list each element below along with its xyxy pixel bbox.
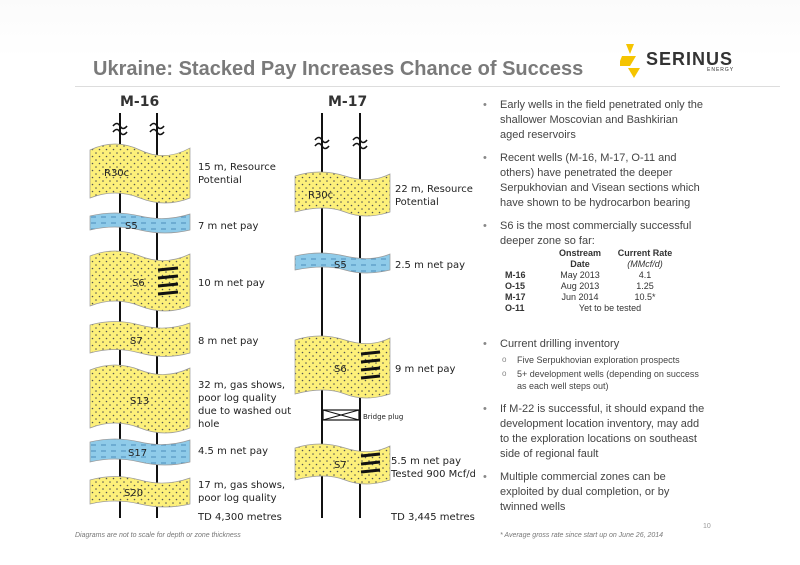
m17-zone-s5-name: S5 bbox=[334, 260, 347, 271]
bullet-drilling-inventory: Current drilling inventory bbox=[480, 337, 705, 352]
m17-s6-perforations bbox=[360, 350, 381, 380]
logo-subtext: ENERGY bbox=[707, 67, 735, 73]
m16-zone-s20-label-1: 17 m, gas shows, bbox=[198, 480, 285, 491]
m17-s7-perforations bbox=[360, 452, 381, 474]
table-header: Onstream Date Current Rate (MMcf/d) bbox=[505, 248, 675, 270]
row-date: Jun 2014 bbox=[561, 292, 599, 302]
m16-zone-s13-name: S13 bbox=[130, 396, 149, 407]
header-band bbox=[0, 0, 800, 58]
m16-zone-s5-label: 7 m net pay bbox=[198, 221, 259, 232]
slide-title: Ukraine: Stacked Pay Increases Chance of… bbox=[93, 58, 584, 80]
bridge-plug-label: Bridge plug bbox=[363, 413, 403, 421]
bullet-s6-commercial: S6 is the most commercially successful d… bbox=[480, 219, 705, 249]
m17-zone-s6: S6 9 m net pay bbox=[294, 335, 456, 399]
header-onstream: Onstream Date bbox=[545, 248, 615, 270]
m16-zone-s13-label-1: 32 m, gas shows, bbox=[198, 380, 285, 391]
m16-zone-s13: S13 32 m, gas shows, poor log quality du… bbox=[89, 364, 291, 434]
header-rate: Current Rate (MMcf/d) bbox=[615, 248, 675, 270]
header-rate-line1: Current Rate bbox=[617, 248, 673, 258]
m16-zone-s13-label-4: hole bbox=[198, 419, 219, 430]
page-number: 10 bbox=[703, 523, 711, 530]
m16-zone-s6-name: S6 bbox=[132, 278, 145, 289]
header-onstream-line1: Onstream bbox=[558, 248, 602, 258]
bullet-list-lower: Current drilling inventory o Five Serpukh… bbox=[480, 337, 705, 523]
m16-zone-s13-label-3: due to washed out bbox=[198, 406, 291, 417]
well-label-m16: M-16 bbox=[120, 94, 159, 110]
row-note: Yet to be tested bbox=[578, 303, 642, 313]
m17-zone-r30c-name: R30c bbox=[308, 190, 333, 201]
table-row: O-11 Yet to be tested bbox=[505, 303, 675, 314]
m16-zone-r30c-name: R30c bbox=[104, 168, 129, 179]
m16-zone-r30c: R30c 15 m, Resource Potential bbox=[89, 143, 276, 204]
serinus-logo-icon bbox=[620, 44, 640, 78]
bullet-multiple-zones: Multiple commercial zones can be exploit… bbox=[480, 470, 705, 515]
m16-zone-r30c-label-1: 15 m, Resource bbox=[198, 162, 276, 173]
row-date: Aug 2013 bbox=[560, 281, 600, 291]
row-rate: 10.5* bbox=[634, 292, 656, 302]
m16-zone-s17-label: 4.5 m net pay bbox=[198, 446, 268, 457]
m16-td-label: TD 4,300 metres bbox=[197, 512, 282, 523]
m16-zone-s6-label: 10 m net pay bbox=[198, 278, 265, 289]
m16-zone-s7: S7 8 m net pay bbox=[89, 321, 259, 357]
header-onstream-line2: Date bbox=[570, 259, 590, 269]
m16-zone-s20-name: S20 bbox=[124, 488, 143, 499]
row-rate: 4.1 bbox=[638, 270, 652, 280]
row-date: May 2013 bbox=[560, 270, 600, 280]
m17-zone-s7-name: S7 bbox=[334, 460, 347, 471]
sub-bullet-dev-wells-text: 5+ development wells (depending on succe… bbox=[517, 369, 699, 391]
circle-bullet-icon: o bbox=[502, 355, 507, 364]
footnote-left: Diagrams are not to scale for depth or z… bbox=[75, 532, 241, 539]
m17-zone-s6-label: 9 m net pay bbox=[395, 364, 456, 375]
table-row: O-15 Aug 2013 1.25 bbox=[505, 281, 675, 292]
table-row: M-17 Jun 2014 10.5* bbox=[505, 292, 675, 303]
row-well: O-11 bbox=[505, 303, 525, 313]
m16-zone-s17: S17 4.5 m net pay bbox=[89, 438, 268, 466]
m17-zone-s7-label-1: 5.5 m net pay bbox=[391, 456, 461, 467]
m16-zone-s17-name: S17 bbox=[128, 448, 147, 459]
circle-bullet-icon: o bbox=[502, 369, 507, 378]
bullet-early-wells: Early wells in the field penetrated only… bbox=[480, 98, 705, 143]
title-divider bbox=[75, 86, 780, 87]
row-well: M-17 bbox=[505, 292, 526, 302]
m16-zone-s6: S6 10 m net pay bbox=[89, 250, 265, 312]
m17-zone-s6-name: S6 bbox=[334, 364, 347, 375]
m16-zone-s7-label: 8 m net pay bbox=[198, 336, 259, 347]
m17-td-label: TD 3,445 metres bbox=[390, 512, 475, 523]
well-label-m17: M-17 bbox=[328, 94, 367, 110]
m16-zone-r30c-label-2: Potential bbox=[198, 175, 242, 186]
row-well: M-16 bbox=[505, 270, 526, 280]
sub-bullet-prospects-text: Five Serpukhovian exploration prospects bbox=[517, 355, 680, 365]
row-rate: 1.25 bbox=[636, 281, 654, 291]
footnote-right: * Average gross rate since start up on J… bbox=[500, 532, 664, 539]
m17-zone-s5: S5 2.5 m net pay bbox=[294, 252, 465, 274]
sub-bullet-prospects: o Five Serpukhovian exploration prospects bbox=[480, 354, 705, 366]
m16-zone-s20-label-2: poor log quality bbox=[198, 493, 277, 504]
well-diagram: M-16 R30c 15 m, Resource Potential S5 7 … bbox=[89, 94, 475, 523]
m16-s6-perforations bbox=[157, 266, 179, 296]
m17-zone-r30c-label-1: 22 m, Resource bbox=[395, 184, 473, 195]
m16-zone-s5: S5 7 m net pay bbox=[89, 212, 259, 234]
m16-zone-s13-label-2: poor log quality bbox=[198, 393, 277, 404]
bullet-list: Early wells in the field penetrated only… bbox=[480, 98, 705, 257]
bullet-m22: If M-22 is successful, it should expand … bbox=[480, 402, 705, 462]
m17-zone-r30c-label-2: Potential bbox=[395, 197, 439, 208]
m16-zone-s20: S20 17 m, gas shows, poor log quality bbox=[89, 476, 285, 508]
m17-zone-s7: S7 5.5 m net pay Tested 900 Mcf/d bbox=[294, 443, 475, 485]
row-well: O-15 bbox=[505, 281, 526, 291]
sub-bullet-dev-wells: o 5+ development wells (depending on succ… bbox=[480, 368, 705, 392]
table-row: M-16 May 2013 4.1 bbox=[505, 270, 675, 281]
m16-zone-s5-name: S5 bbox=[125, 221, 138, 232]
logo-wordmark: SERINUS bbox=[646, 49, 734, 69]
production-table: Onstream Date Current Rate (MMcf/d) M-16 M… bbox=[505, 248, 675, 314]
m16-zone-s7-name: S7 bbox=[130, 336, 143, 347]
header-rate-line2: (MMcf/d) bbox=[627, 259, 663, 269]
m17-bridge-plug: Bridge plug bbox=[322, 409, 403, 421]
bullet-recent-wells: Recent wells (M-16, M-17, O-11 and other… bbox=[480, 151, 705, 211]
m17-zone-s5-label: 2.5 m net pay bbox=[395, 260, 465, 271]
m17-zone-s7-label-2: Tested 900 Mcf/d bbox=[390, 469, 475, 480]
m17-zone-r30c: R30c 22 m, Resource Potential bbox=[294, 171, 473, 217]
